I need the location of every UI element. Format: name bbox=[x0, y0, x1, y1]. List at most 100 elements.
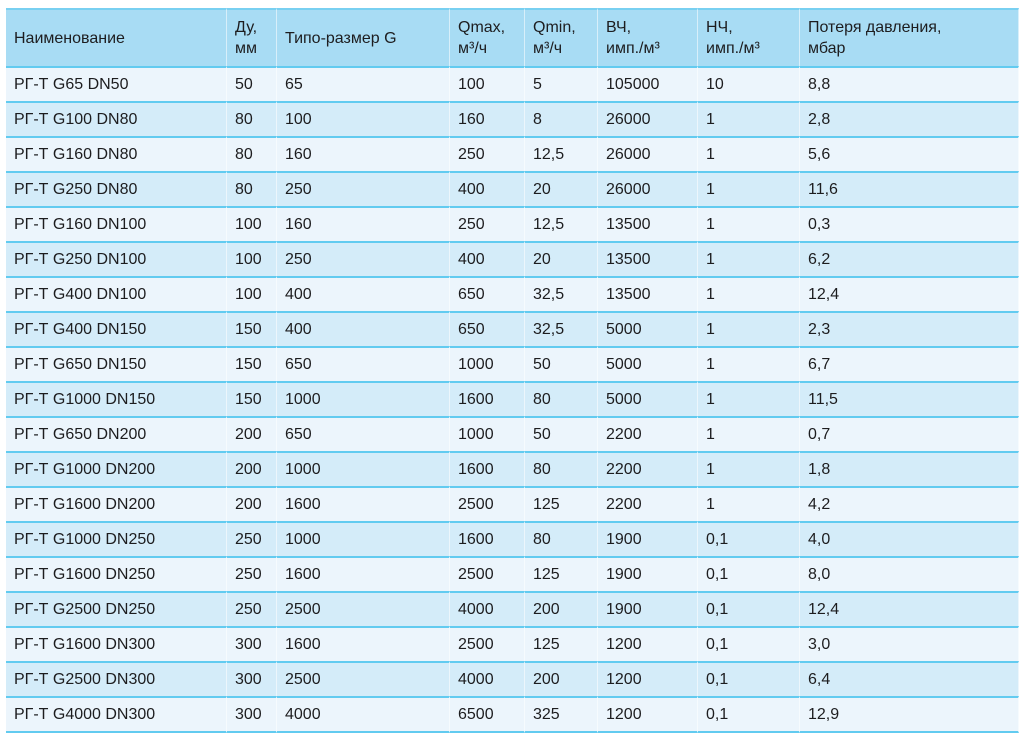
cell-dp: 8,8 bbox=[800, 66, 1019, 101]
cell-name: РГ-Т G65 DN50 bbox=[6, 66, 227, 101]
cell-du: 100 bbox=[227, 241, 277, 276]
cell-qmin: 32,5 bbox=[525, 311, 598, 346]
cell-qmin: 200 bbox=[525, 661, 598, 696]
cell-lf: 0,1 bbox=[698, 626, 800, 661]
table-row: РГ-Т G160 DN80 80 160 250 12,5 26000 1 5,6 bbox=[6, 136, 1019, 171]
cell-lf: 0,1 bbox=[698, 591, 800, 626]
cell-dp: 3,0 bbox=[800, 626, 1019, 661]
cell-qmax: 2500 bbox=[450, 486, 525, 521]
cell-qmin: 325 bbox=[525, 696, 598, 733]
cell-qmin: 125 bbox=[525, 556, 598, 591]
cell-hf: 13500 bbox=[598, 206, 698, 241]
cell-du: 250 bbox=[227, 556, 277, 591]
cell-lf: 1 bbox=[698, 381, 800, 416]
table-row: РГ-Т G1000 DN250 250 1000 1600 80 1900 0,1 4,0 bbox=[6, 521, 1019, 556]
cell-hf: 5000 bbox=[598, 346, 698, 381]
cell-lf: 1 bbox=[698, 276, 800, 311]
cell-dp: 1,8 bbox=[800, 451, 1019, 486]
cell-name: РГ-Т G400 DN150 bbox=[6, 311, 227, 346]
cell-name: РГ-Т G160 DN100 bbox=[6, 206, 227, 241]
cell-g: 250 bbox=[277, 241, 450, 276]
cell-hf: 26000 bbox=[598, 101, 698, 136]
cell-name: РГ-Т G2500 DN300 bbox=[6, 661, 227, 696]
cell-du: 100 bbox=[227, 206, 277, 241]
cell-dp: 12,9 bbox=[800, 696, 1019, 733]
cell-g: 4000 bbox=[277, 696, 450, 733]
cell-du: 80 bbox=[227, 171, 277, 206]
cell-du: 150 bbox=[227, 311, 277, 346]
cell-qmin: 200 bbox=[525, 591, 598, 626]
cell-qmin: 8 bbox=[525, 101, 598, 136]
cell-dp: 2,8 bbox=[800, 101, 1019, 136]
cell-qmax: 650 bbox=[450, 311, 525, 346]
cell-qmax: 1600 bbox=[450, 381, 525, 416]
cell-dp: 12,4 bbox=[800, 276, 1019, 311]
cell-lf: 1 bbox=[698, 486, 800, 521]
cell-dp: 6,2 bbox=[800, 241, 1019, 276]
table-row: РГ-Т G2500 DN250 250 2500 4000 200 1900 0,1 12,… bbox=[6, 591, 1019, 626]
cell-hf: 1200 bbox=[598, 661, 698, 696]
cell-hf: 1200 bbox=[598, 626, 698, 661]
cell-du: 300 bbox=[227, 696, 277, 733]
cell-dp: 2,3 bbox=[800, 311, 1019, 346]
cell-qmin: 32,5 bbox=[525, 276, 598, 311]
column-header-hf: ВЧ, имп./м³ bbox=[598, 8, 698, 66]
cell-name: РГ-Т G160 DN80 bbox=[6, 136, 227, 171]
cell-name: РГ-Т G400 DN100 bbox=[6, 276, 227, 311]
cell-dp: 4,2 bbox=[800, 486, 1019, 521]
table-row: РГ-Т G100 DN80 80 100 160 8 26000 1 2,8 bbox=[6, 101, 1019, 136]
cell-dp: 11,6 bbox=[800, 171, 1019, 206]
column-header-label: Типо-размер G bbox=[285, 29, 397, 47]
cell-g: 1000 bbox=[277, 381, 450, 416]
cell-name: РГ-Т G650 DN150 bbox=[6, 346, 227, 381]
cell-hf: 26000 bbox=[598, 136, 698, 171]
cell-g: 160 bbox=[277, 136, 450, 171]
table-row: РГ-Т G400 DN150 150 400 650 32,5 5000 1 2,3 bbox=[6, 311, 1019, 346]
cell-hf: 1900 bbox=[598, 591, 698, 626]
cell-qmax: 1000 bbox=[450, 416, 525, 451]
table-row: РГ-Т G250 DN100 100 250 400 20 13500 1 6,2 bbox=[6, 241, 1019, 276]
cell-name: РГ-Т G1600 DN250 bbox=[6, 556, 227, 591]
cell-name: РГ-Т G1600 DN300 bbox=[6, 626, 227, 661]
cell-du: 80 bbox=[227, 101, 277, 136]
cell-qmin: 80 bbox=[525, 521, 598, 556]
cell-g: 650 bbox=[277, 346, 450, 381]
column-header-label: Qmax, м³/ч bbox=[458, 19, 506, 57]
cell-lf: 1 bbox=[698, 101, 800, 136]
cell-du: 200 bbox=[227, 451, 277, 486]
cell-qmax: 2500 bbox=[450, 556, 525, 591]
cell-name: РГ-Т G1000 DN200 bbox=[6, 451, 227, 486]
cell-hf: 105000 bbox=[598, 66, 698, 101]
table-body: РГ-Т G65 DN50 50 65 100 5 105000 10 8,8 РГ-Т G10… bbox=[6, 66, 1019, 733]
cell-qmin: 125 bbox=[525, 486, 598, 521]
cell-lf: 1 bbox=[698, 346, 800, 381]
cell-name: РГ-Т G1600 DN200 bbox=[6, 486, 227, 521]
cell-du: 50 bbox=[227, 66, 277, 101]
cell-qmax: 400 bbox=[450, 171, 525, 206]
cell-g: 2500 bbox=[277, 591, 450, 626]
cell-dp: 0,7 bbox=[800, 416, 1019, 451]
cell-du: 100 bbox=[227, 276, 277, 311]
cell-g: 2500 bbox=[277, 661, 450, 696]
cell-qmax: 6500 bbox=[450, 696, 525, 733]
cell-name: РГ-Т G250 DN80 bbox=[6, 171, 227, 206]
cell-g: 1600 bbox=[277, 626, 450, 661]
column-header-label: Потеря давления, мбар bbox=[808, 19, 942, 57]
cell-hf: 5000 bbox=[598, 381, 698, 416]
cell-dp: 6,7 bbox=[800, 346, 1019, 381]
cell-qmax: 250 bbox=[450, 136, 525, 171]
cell-qmin: 20 bbox=[525, 171, 598, 206]
cell-qmax: 160 bbox=[450, 101, 525, 136]
cell-hf: 2200 bbox=[598, 416, 698, 451]
gas-meter-spec-table: Наименование Ду, мм Типо-размер G Qmax, м³/… bbox=[6, 8, 1019, 733]
cell-name: РГ-Т G250 DN100 bbox=[6, 241, 227, 276]
cell-qmin: 80 bbox=[525, 451, 598, 486]
cell-lf: 1 bbox=[698, 416, 800, 451]
cell-g: 1600 bbox=[277, 486, 450, 521]
cell-hf: 26000 bbox=[598, 171, 698, 206]
cell-lf: 0,1 bbox=[698, 556, 800, 591]
cell-g: 250 bbox=[277, 171, 450, 206]
cell-qmax: 4000 bbox=[450, 661, 525, 696]
column-header-g: Типо-размер G bbox=[277, 8, 450, 66]
